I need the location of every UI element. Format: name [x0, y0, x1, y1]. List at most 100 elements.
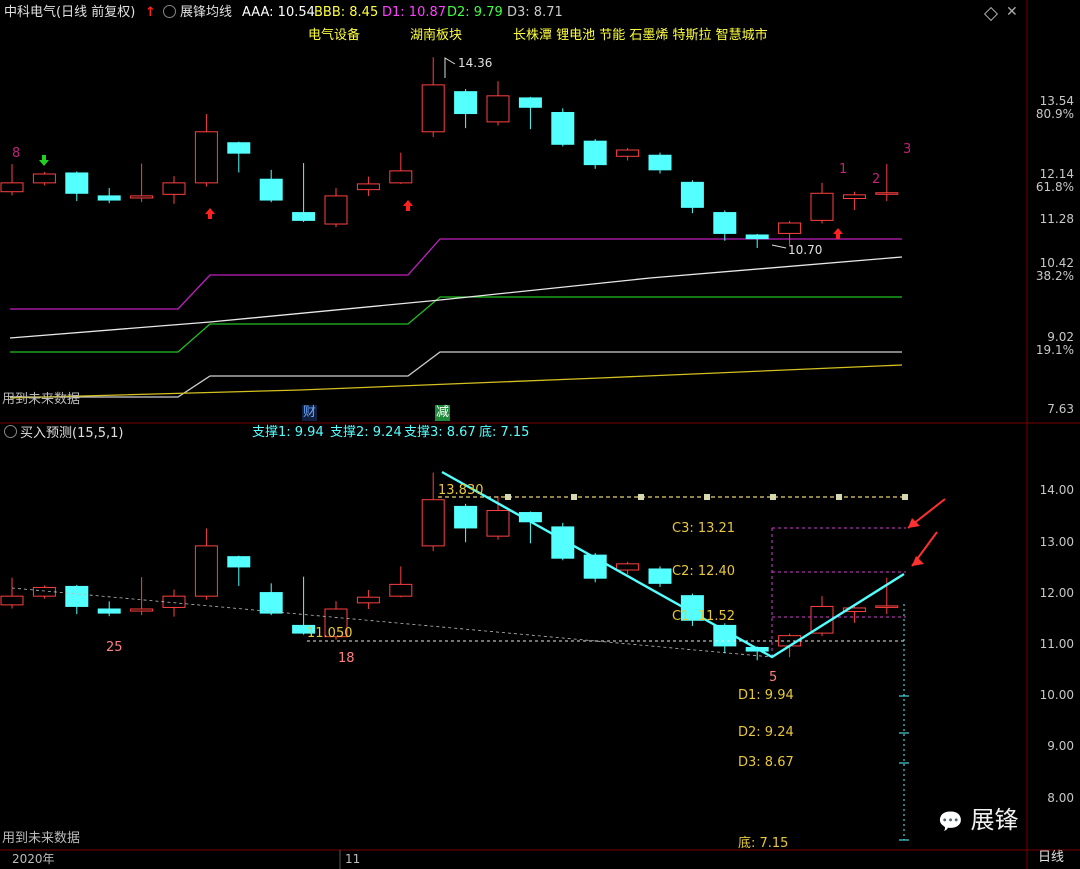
aaa-value: AAA: 10.54 [242, 5, 315, 20]
sector-concepts: 长株潭 锂电池 节能 石墨烯 特斯拉 智慧城市 [513, 28, 768, 43]
candle-body [259, 592, 283, 614]
candle-body [292, 624, 316, 634]
candle-body [324, 195, 348, 225]
candle-body [97, 195, 121, 201]
bbb-value: BBB: 8.45 [314, 5, 379, 20]
d1-line [10, 238, 902, 310]
y-axis-price: 11.00 [1039, 637, 1074, 651]
callout-arrowhead-icon [912, 556, 924, 566]
low-price-label: 10.70 [788, 243, 823, 257]
candle-body [227, 556, 251, 568]
signal-arrow-icon [39, 155, 49, 166]
d3-value: D3: 8.71 [507, 5, 563, 20]
trend-line [11, 587, 773, 658]
y-axis-price: 8.00 [1047, 791, 1074, 805]
reduce-badge[interactable]: 减 [435, 405, 451, 421]
candle-body [259, 178, 283, 201]
aaa-line [9, 256, 903, 339]
c3-label: C3: 13.21 [672, 521, 736, 536]
wechat-icon: 💬 [938, 809, 963, 833]
close-icon[interactable]: ✕ [1006, 4, 1018, 20]
support2-value: 支撑2: 9.24 [330, 425, 402, 440]
candle-body [0, 595, 24, 606]
x-axis-month: 11 [345, 852, 361, 866]
d3-label: D3: 8.67 [738, 755, 794, 770]
candle-body [65, 585, 89, 607]
y-axis-price: 10.42 [1039, 256, 1074, 270]
candle-body [875, 605, 899, 608]
candle-body [875, 192, 899, 195]
candle-body [194, 131, 218, 184]
candle-body [616, 563, 640, 571]
signal-arrow-icon [205, 208, 215, 219]
y-axis-pct: 61.8% [1035, 180, 1074, 194]
level-marker [770, 494, 776, 500]
candle-body [292, 212, 316, 221]
up-arrow-icon: ↑ [145, 5, 156, 20]
y-axis-price: 9.02 [1047, 330, 1074, 344]
finance-badge[interactable]: 财 [302, 405, 318, 421]
y-axis-price: 11.28 [1039, 212, 1074, 226]
y-axis-price: 14.00 [1039, 483, 1074, 497]
candle-body [97, 608, 121, 614]
level-marker [704, 494, 710, 500]
candle-body [421, 84, 445, 133]
candle-body [0, 182, 24, 193]
candle-body [32, 586, 56, 597]
top-price-label: 13.830 [438, 483, 484, 498]
candle-body [356, 596, 380, 604]
stock-title: 中科电气(日线 前复权) [4, 5, 136, 20]
candle-body [389, 170, 413, 184]
count-label: 18 [338, 651, 355, 666]
candle-body [518, 97, 542, 108]
d2-label: D2: 9.24 [738, 725, 794, 740]
y-axis-price: 13.54 [1039, 94, 1074, 108]
candle-body [324, 608, 348, 638]
count-label: 5 [769, 670, 778, 685]
level-marker [505, 494, 511, 500]
wave-line [441, 470, 905, 659]
candle-body [616, 149, 640, 157]
candle-body [162, 182, 186, 195]
high-price-label: 14.36 [458, 56, 493, 70]
candle-body [130, 195, 154, 199]
candle-body [194, 545, 218, 597]
candle-body [778, 222, 802, 234]
lower-indicator-name[interactable]: 买入预测(15,5,1) [4, 425, 124, 442]
candle-body [745, 234, 769, 240]
level-marker [571, 494, 577, 500]
period-selector[interactable]: 日线 [1038, 850, 1065, 865]
y-axis-price: 9.00 [1047, 739, 1074, 753]
bottom-label: 底: 7.15 [738, 836, 789, 851]
candle-body [421, 499, 445, 547]
signal-arrow-icon [833, 228, 843, 239]
low-pointer [771, 244, 787, 249]
bottom-value: 底: 7.15 [479, 425, 530, 440]
collapse-icon[interactable] [4, 425, 17, 438]
d1-label: D1: 9.94 [738, 688, 794, 703]
y-axis-price: 7.63 [1047, 402, 1074, 416]
candle-body [486, 95, 510, 123]
candle-body [713, 212, 737, 234]
indicator-name: 展锋均线 [180, 5, 233, 20]
candle-body [551, 526, 575, 559]
d2-line [10, 296, 902, 353]
candle-body [810, 192, 834, 221]
count-label: 3 [903, 142, 912, 157]
candle-body [454, 91, 478, 115]
y-axis-pct: 19.1% [1035, 343, 1074, 357]
level-marker [836, 494, 842, 500]
candle-body [680, 181, 704, 208]
candle-body [551, 112, 575, 145]
future-data-notice: 用到未来数据 [2, 392, 81, 407]
callout-arrowhead-icon [908, 518, 920, 528]
indicator-menu-icon[interactable] [163, 5, 179, 22]
count-label: 1 [839, 162, 848, 177]
d1-value: D1: 10.87 [382, 5, 447, 20]
y-axis-pct: 80.9% [1035, 107, 1074, 121]
count-label: 8 [12, 146, 21, 161]
watermark: 💬 展锋 [938, 806, 1019, 834]
d3-line [10, 351, 902, 398]
count-label: 25 [106, 640, 123, 655]
